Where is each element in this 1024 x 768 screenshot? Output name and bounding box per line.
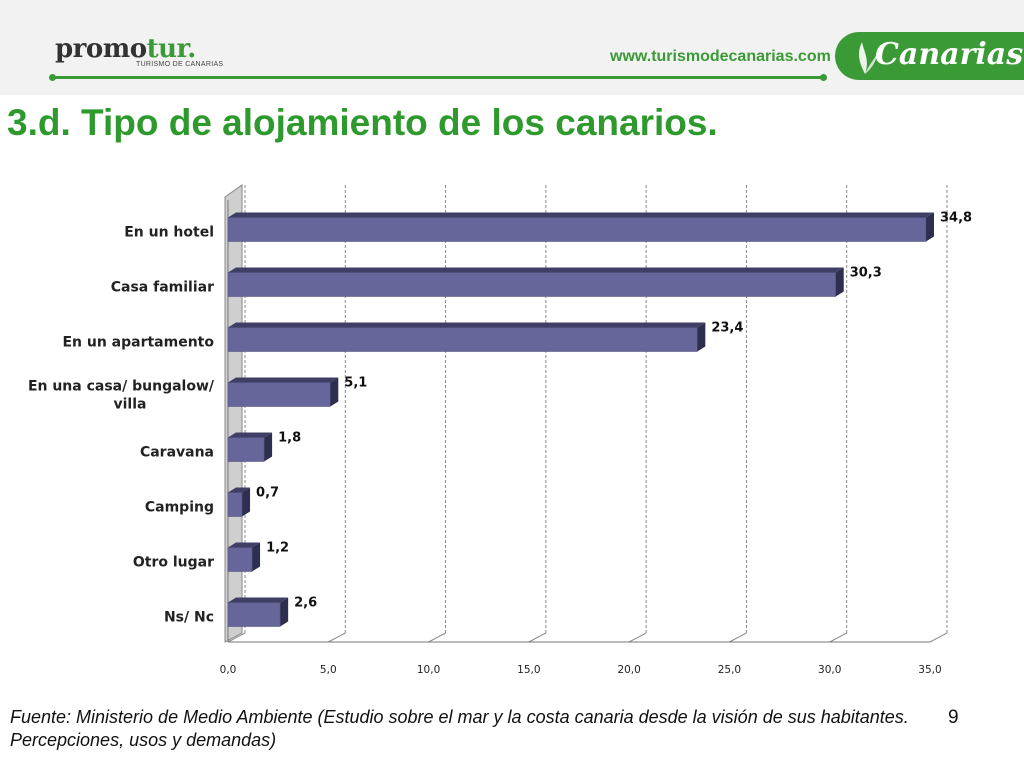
category-label: En un apartamento: [62, 335, 214, 351]
category-label-line: Otro lugar: [133, 555, 214, 571]
category-label-line: En una casa/ bungalow/: [28, 379, 215, 395]
x-tick-label: 25,0: [718, 664, 741, 676]
category-label-line: En un hotel: [124, 225, 214, 241]
bar-side-face: [330, 377, 339, 407]
data-label: 1,2: [266, 541, 289, 556]
page-number: 9: [948, 707, 959, 728]
bar-side-face: [925, 212, 934, 242]
logo-subtitle: TURISMO DE CANARIAS: [136, 61, 224, 68]
bar-top-face: [228, 322, 706, 328]
category-label-line: En un apartamento: [62, 335, 214, 351]
bar-top-face: [228, 212, 934, 218]
canarias-logo-text: Canarias: [875, 37, 1024, 72]
bar: [227, 492, 243, 517]
bar-top-face: [228, 377, 339, 383]
category-label-line: villa: [114, 397, 147, 413]
category-label: Otro lugar: [133, 555, 214, 571]
bar-side-face: [280, 597, 289, 627]
header-divider: [52, 76, 824, 79]
bar-side-face: [835, 267, 844, 297]
x-tick-label: 5,0: [320, 664, 337, 676]
header-bar: promotur. TURISMO DE CANARIAS www.turism…: [0, 0, 1024, 95]
x-tick-label: 0,0: [220, 664, 237, 676]
x-tick-label: 30,0: [818, 664, 841, 676]
category-label: Ns/ Nc: [164, 610, 214, 626]
chart-side-wall: [224, 184, 243, 643]
bar: [227, 382, 331, 407]
category-label-line: Camping: [145, 500, 214, 516]
x-tick-label: 10,0: [417, 664, 440, 676]
gridline-floor: [729, 632, 747, 643]
bar-side-face: [264, 432, 273, 462]
category-label: Camping: [145, 500, 214, 516]
category-label: En un hotel: [124, 225, 214, 241]
gridline-floor: [328, 632, 346, 643]
leaf-icon: [858, 42, 878, 74]
bar-top-face: [228, 597, 289, 603]
bar-top-face: [228, 432, 273, 438]
gridline-floor: [929, 632, 948, 643]
data-label: 0,7: [256, 486, 279, 501]
x-tick-label: 15,0: [517, 664, 540, 676]
divider-dot-right: [820, 74, 827, 81]
bar-chart: 0,0 5,0 10,0 15,0 20,0 25,0 30,0 35,0 34,8 En un …: [28, 184, 972, 676]
gridline-floor: [628, 632, 647, 643]
category-label-line: Caravana: [140, 445, 214, 461]
data-label: 34,8: [940, 211, 972, 226]
bar: [227, 437, 265, 462]
bar: [227, 602, 281, 627]
category-label: En una casa/ bungalow/villa: [28, 379, 215, 413]
data-label: 5,1: [344, 376, 367, 391]
gridline-floor: [829, 632, 847, 643]
x-tick-label: 35,0: [918, 664, 941, 676]
page-title: 3.d. Tipo de alojamiento de los canarios…: [7, 102, 718, 143]
bar: [227, 217, 927, 242]
bar-side-face: [697, 322, 706, 352]
bar-top-face: [228, 542, 261, 548]
chart-grid: 0,0 5,0 10,0 15,0 20,0 25,0 30,0 35,0: [220, 185, 948, 676]
source-note: Fuente: Ministerio de Medio Ambiente (Es…: [10, 707, 909, 750]
bar-side-face: [242, 487, 251, 517]
x-tick-label: 20,0: [617, 664, 640, 676]
bar: [227, 327, 698, 352]
promotur-logo[interactable]: promotur.: [55, 34, 196, 64]
category-label-line: Ns/ Nc: [164, 610, 214, 626]
gridline-floor: [227, 632, 246, 643]
bar-top-face: [228, 487, 251, 493]
bar: [227, 272, 836, 297]
bar-side-face: [252, 542, 261, 572]
website-link[interactable]: www.turismodecanarias.com: [610, 48, 831, 65]
divider-dot-left: [49, 74, 56, 81]
gridline-floor: [428, 632, 446, 643]
data-label: 1,8: [278, 431, 301, 446]
bar: [227, 547, 253, 572]
data-label: 23,4: [711, 321, 743, 336]
category-label-line: Casa familiar: [111, 280, 214, 296]
category-label: Caravana: [140, 445, 214, 461]
category-label: Casa familiar: [111, 280, 214, 296]
data-label: 2,6: [294, 596, 317, 611]
bar-top-face: [228, 267, 844, 273]
gridline-floor: [528, 632, 547, 643]
data-label: 30,3: [850, 266, 882, 281]
